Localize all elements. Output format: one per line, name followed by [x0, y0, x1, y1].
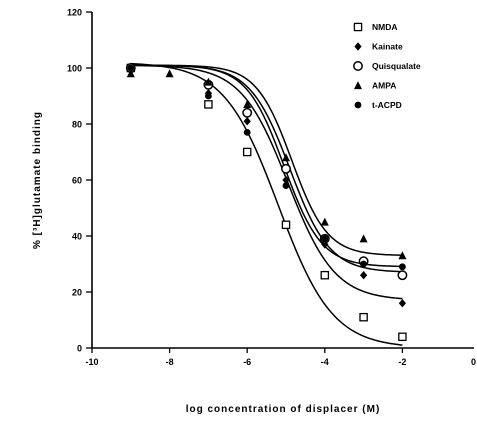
data-point-ampa: [359, 234, 368, 243]
data-point-nmda: [242, 147, 252, 157]
data-point-ampa: [165, 69, 174, 78]
legend-label: Quisqualate: [372, 61, 421, 71]
legend-marker-quisqualate: [353, 61, 363, 71]
data-point-t-acpd: [127, 64, 135, 72]
data-point-ampa: [398, 251, 407, 260]
y-tick-label: 60: [72, 176, 82, 186]
data-point-t-acpd: [205, 92, 212, 100]
x-tick-label: 0: [471, 357, 476, 367]
y-tick-label: 120: [67, 8, 82, 18]
legend: NMDA Kainate Quisqualate AMPA t-ACPD: [353, 22, 421, 110]
data-point-kainate: [243, 117, 251, 126]
legend-label: NMDA: [372, 22, 398, 32]
y-tick-label: 40: [72, 232, 82, 242]
y-axis-title: % [³H]glutamate binding: [32, 111, 43, 249]
data-point-t-acpd: [243, 129, 251, 136]
data-point-t-acpd: [360, 260, 367, 268]
data-point-kainate: [282, 175, 290, 185]
x-axis-title: log concentration of displacer (M): [186, 404, 381, 415]
data-point-quisqualate: [397, 270, 408, 281]
data-point-nmda: [281, 220, 291, 230]
data-point-nmda: [320, 270, 330, 280]
x-axis-ticks: -10 -8 -6 -4 -2 0: [85, 348, 476, 367]
data-point-ampa: [320, 217, 329, 226]
data-markers: [125, 63, 408, 342]
data-point-ampa: [243, 100, 252, 108]
x-tick-label: -2: [398, 357, 406, 367]
legend-label: t-ACPD: [372, 100, 402, 110]
fit-curve-t-acpd: [130, 64, 403, 268]
data-point-quisqualate: [281, 163, 291, 174]
data-point-kainate: [398, 299, 406, 308]
data-point-nmda: [398, 332, 407, 342]
data-point-ampa: [282, 153, 290, 162]
legend-marker-ampa: [354, 81, 362, 90]
y-tick-label: 80: [72, 120, 82, 130]
fit-curve-ampa: [130, 64, 403, 256]
x-tick-label: -8: [166, 357, 174, 367]
legend-marker-nmda: [353, 22, 363, 32]
data-point-nmda: [359, 312, 368, 322]
fit-curve-nmda: [130, 62, 403, 346]
y-tick-label: 20: [72, 288, 82, 298]
y-tick-label: 0: [77, 344, 82, 354]
fit-curve-kainate: [130, 64, 403, 300]
y-axis-ticks: 0 20 40 60 80 100 120: [67, 8, 92, 354]
data-point-quisqualate: [242, 107, 253, 118]
data-point-ampa: [204, 77, 213, 86]
data-point-t-acpd: [321, 235, 329, 243]
data-point-t-acpd: [282, 182, 290, 190]
y-tick-label: 100: [67, 64, 82, 74]
legend-label: AMPA: [372, 81, 396, 91]
legend-label: Kainate: [372, 42, 403, 52]
legend-marker-kainate: [354, 42, 362, 51]
x-tick-label: -4: [321, 357, 329, 367]
x-tick-label: -6: [243, 357, 251, 367]
data-point-nmda: [204, 100, 213, 109]
data-point-t-acpd: [399, 263, 406, 271]
x-tick-label: -10: [85, 357, 98, 367]
fit-curves: [130, 62, 403, 346]
data-point-kainate: [360, 271, 368, 280]
legend-marker-t-acpd: [354, 101, 362, 109]
data-point-ampa: [126, 69, 135, 78]
